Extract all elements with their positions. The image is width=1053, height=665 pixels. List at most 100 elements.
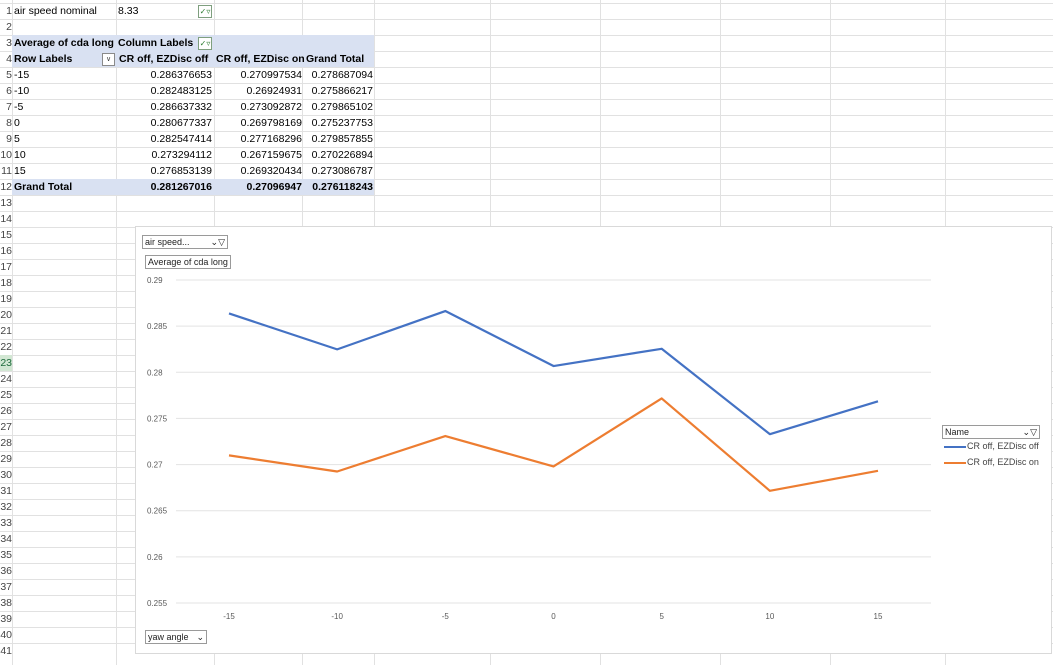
- chevron-down-icon: ⌄: [196, 632, 204, 642]
- value-field-button[interactable]: Average of cda long: [145, 255, 231, 269]
- pivot-value-cell[interactable]: 0.286376653: [150, 69, 212, 81]
- pivot-value-cell[interactable]: 0.273092872: [240, 101, 302, 113]
- row-header[interactable]: 14: [0, 213, 12, 225]
- pivot-value-cell[interactable]: 0.270226894: [311, 149, 373, 161]
- series-line-2[interactable]: [228, 397, 879, 492]
- pivot-value-cell[interactable]: 0.282547414: [150, 133, 212, 145]
- row-header[interactable]: 22: [0, 341, 12, 353]
- row-gridline: [0, 99, 1053, 100]
- row-header[interactable]: 4: [6, 53, 12, 65]
- row-header[interactable]: 41: [0, 645, 12, 657]
- legend-label: CR off, EZDisc on: [967, 457, 1039, 467]
- column-gridline: [12, 0, 13, 665]
- column-gridline: [116, 0, 117, 665]
- pivot-value-cell[interactable]: 0.270997534: [240, 69, 302, 81]
- legend-entry[interactable]: CR off, EZDisc off: [944, 441, 1039, 451]
- pivot-row-label[interactable]: 10: [14, 149, 26, 161]
- row-header[interactable]: 11: [1, 165, 12, 177]
- pivot-value-cell[interactable]: 0.275866217: [311, 85, 373, 97]
- pivot-value-cell[interactable]: 0.273294112: [151, 149, 212, 161]
- row-header[interactable]: 23: [0, 355, 12, 371]
- row-header[interactable]: 28: [0, 437, 12, 449]
- filter-dropdown-icon[interactable]: ✓▿: [198, 5, 212, 18]
- row-header[interactable]: 17: [0, 261, 12, 273]
- row-filter-icon[interactable]: ∨: [102, 53, 115, 66]
- pivot-row-label[interactable]: -10: [14, 85, 30, 97]
- row-header[interactable]: 19: [0, 293, 12, 305]
- row-header[interactable]: 31: [0, 485, 12, 497]
- filter-value[interactable]: 8.33: [118, 5, 139, 17]
- pivot-value-cell[interactable]: 0.279865102: [311, 101, 373, 113]
- pivot-row-label[interactable]: -5: [14, 101, 24, 113]
- row-header[interactable]: 18: [0, 277, 12, 289]
- row-header[interactable]: 3: [6, 37, 12, 49]
- pivot-row-label[interactable]: 0: [14, 117, 20, 129]
- pivot-value-cell[interactable]: 0.267159675: [240, 149, 302, 161]
- row-header[interactable]: 30: [0, 469, 12, 481]
- filter-label: air speed nominal: [14, 5, 97, 17]
- row-header[interactable]: 8: [6, 117, 12, 129]
- row-header[interactable]: 34: [0, 533, 12, 545]
- row-header[interactable]: 37: [0, 581, 12, 593]
- row-header[interactable]: 16: [0, 245, 12, 257]
- row-header[interactable]: 7: [6, 101, 12, 113]
- row-header[interactable]: 29: [0, 453, 12, 465]
- legend-entry[interactable]: CR off, EZDisc on: [944, 457, 1039, 467]
- row-gridline: [0, 83, 1053, 84]
- row-header[interactable]: 27: [0, 421, 12, 433]
- pivot-value-cell[interactable]: 0.275237753: [311, 117, 373, 129]
- row-header[interactable]: 36: [0, 565, 12, 577]
- pivot-row-label[interactable]: 15: [14, 165, 26, 177]
- row-header[interactable]: 9: [6, 133, 12, 145]
- row-header[interactable]: 12: [0, 181, 12, 193]
- pivot-value-cell[interactable]: 0.278687094: [311, 69, 373, 81]
- row-header[interactable]: 2: [6, 21, 12, 33]
- row-header[interactable]: 15: [0, 229, 12, 241]
- pivot-value-cell[interactable]: 0.279857855: [311, 133, 373, 145]
- row-header[interactable]: 38: [0, 597, 12, 609]
- row-header[interactable]: 13: [0, 197, 12, 209]
- row-header[interactable]: 10: [0, 149, 12, 161]
- row-header[interactable]: 20: [0, 309, 12, 321]
- chart-filter-button[interactable]: air speed... ⌄▽: [142, 235, 228, 249]
- chart-plot-area: 0.29 0.285 0.28 0.275 0.27 0.265 0.26 0.255 -15 -…: [147, 276, 931, 621]
- legend-field-button[interactable]: Name ⌄▽: [942, 425, 1040, 439]
- row-header[interactable]: 24: [0, 373, 12, 385]
- pivot-value-cell[interactable]: 0.269798169: [240, 117, 302, 129]
- grand-total-v2[interactable]: 0.27096947: [246, 181, 302, 193]
- row-header[interactable]: 32: [0, 501, 12, 513]
- pivot-row-label[interactable]: -15: [14, 69, 30, 81]
- column-filter-icon[interactable]: ✓▿: [198, 37, 212, 50]
- row-header[interactable]: 33: [0, 517, 12, 529]
- row-gridline: [0, 163, 1053, 164]
- pivot-chart[interactable]: air speed... ⌄▽ Average of cda long yaw …: [135, 226, 1052, 654]
- row-header[interactable]: 35: [0, 549, 12, 561]
- pivot-value-cell[interactable]: 0.282483125: [150, 85, 212, 97]
- pivot-value-cell[interactable]: 0.269320434: [240, 165, 302, 177]
- axis-field-button[interactable]: yaw angle ⌄: [145, 630, 207, 644]
- series-line-1[interactable]: [228, 309, 879, 436]
- row-header[interactable]: 21: [0, 325, 12, 337]
- grand-total-v3[interactable]: 0.276118243: [312, 181, 373, 193]
- grand-total-v1[interactable]: 0.281267016: [150, 181, 212, 193]
- row-header[interactable]: 40: [0, 629, 12, 641]
- x-tick-label: 15: [874, 612, 883, 621]
- row-header[interactable]: 1: [6, 5, 12, 17]
- row-header[interactable]: 6: [6, 85, 12, 97]
- row-header[interactable]: 25: [0, 389, 12, 401]
- x-tick-label: -5: [442, 612, 450, 621]
- pivot-value-cell[interactable]: 0.273086787: [311, 165, 373, 177]
- row-gridline: [0, 211, 1053, 212]
- y-tick-label: 0.275: [147, 414, 168, 423]
- pivot-value-cell[interactable]: 0.276853139: [150, 165, 212, 177]
- row-header[interactable]: 5: [6, 69, 12, 81]
- pivot-value-cell[interactable]: 0.277168296: [240, 133, 302, 145]
- pivot-row-label[interactable]: 5: [14, 133, 20, 145]
- row-header[interactable]: 39: [0, 613, 12, 625]
- pivot-value-cell[interactable]: 0.286637332: [150, 101, 212, 113]
- axis-field-label: yaw angle: [148, 632, 189, 642]
- pivot-value-cell[interactable]: 0.280677337: [150, 117, 212, 129]
- row-header[interactable]: 26: [0, 405, 12, 417]
- pivot-value-cell[interactable]: 0.26924931: [246, 85, 302, 97]
